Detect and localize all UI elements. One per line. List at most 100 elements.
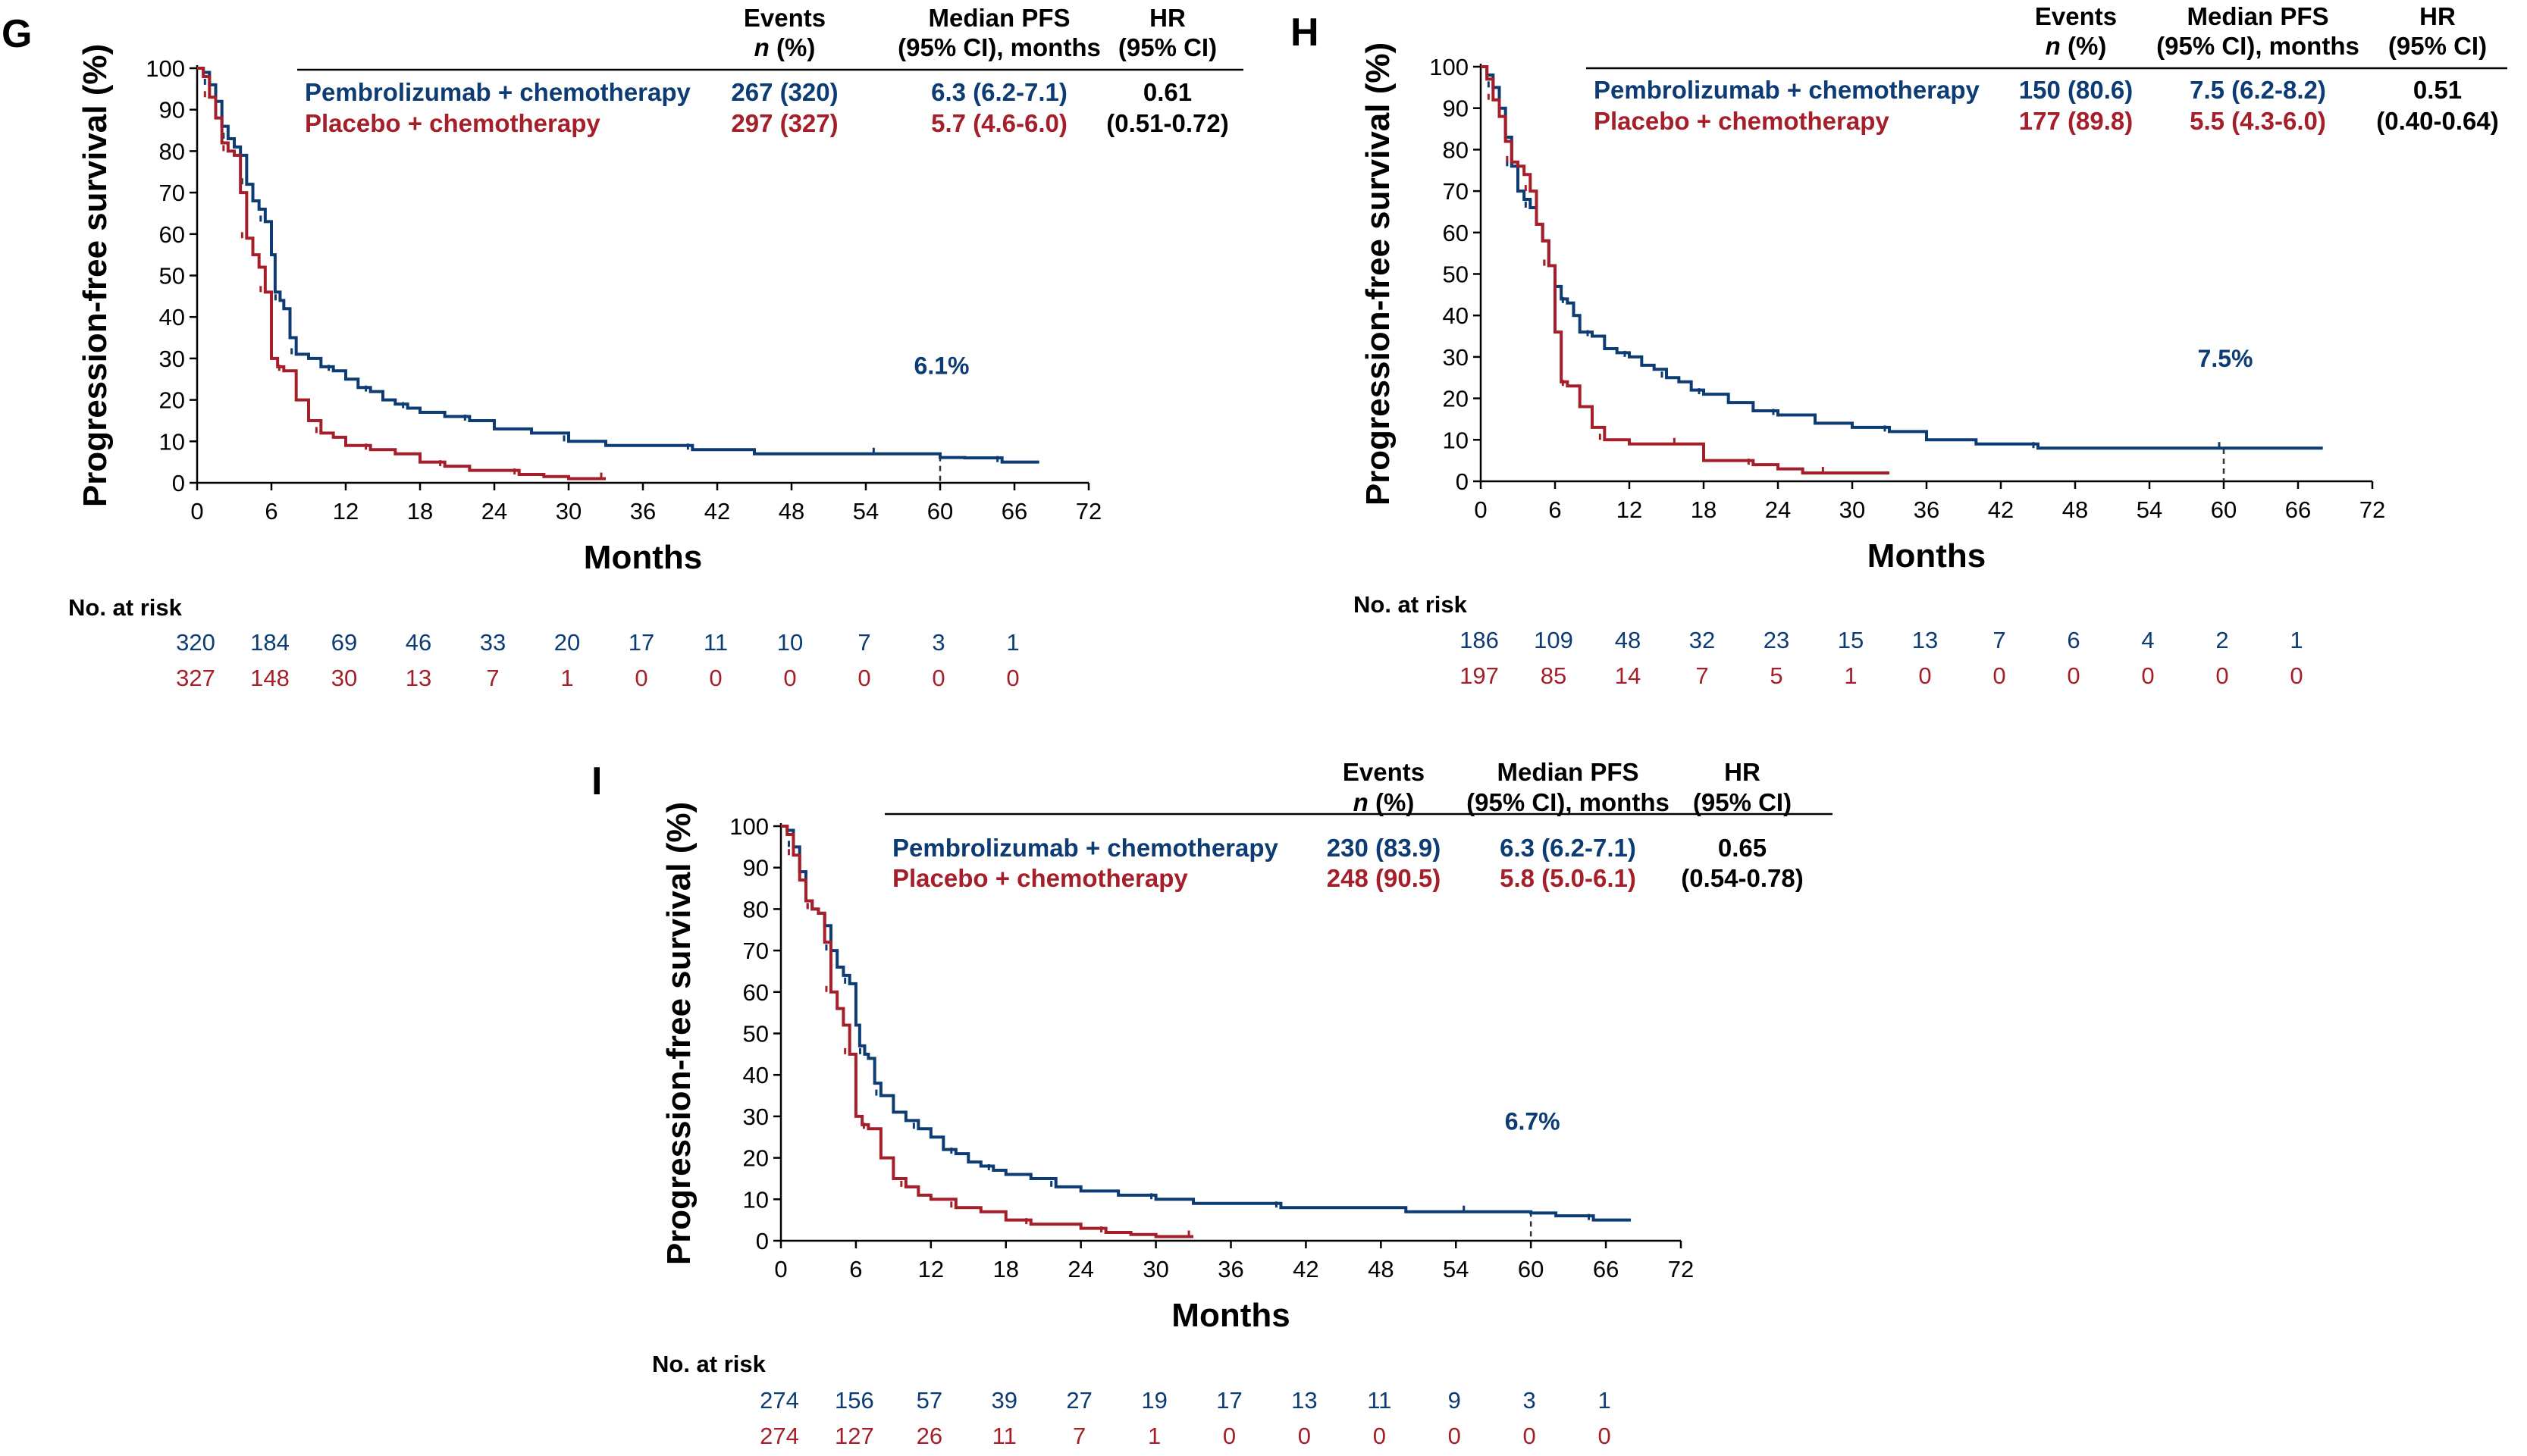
legend-entry: Placebo + chemotherapy — [892, 864, 1188, 892]
x-tick-label: 42 — [1293, 1256, 1318, 1282]
risk-table-title: No. at risk — [68, 594, 183, 621]
x-tick-label: 54 — [2137, 496, 2162, 523]
y-tick-label: 90 — [1443, 96, 1469, 122]
x-tick-label: 54 — [853, 498, 879, 524]
median-pfs-header: Median PFS — [1497, 758, 1638, 786]
x-tick-label: 60 — [2211, 496, 2237, 523]
x-tick-label: 18 — [407, 498, 433, 524]
y-tick-label: 90 — [743, 855, 769, 881]
risk-value: 48 — [1615, 627, 1641, 653]
x-tick-label: 30 — [556, 498, 582, 524]
events-n-header: n (%) — [2046, 32, 2107, 60]
y-tick-label: 30 — [1443, 344, 1469, 371]
events-value: 230 (83.9) — [1327, 834, 1441, 862]
risk-value: 320 — [176, 629, 215, 656]
risk-value: 0 — [1448, 1423, 1461, 1449]
x-tick-label: 30 — [1839, 496, 1865, 523]
risk-value: 0 — [1373, 1423, 1386, 1449]
events-value: 297 (327) — [731, 109, 838, 137]
risk-value: 11 — [1367, 1387, 1391, 1414]
risk-value: 20 — [554, 629, 580, 656]
y-tick-label: 100 — [146, 55, 185, 82]
risk-value: 1 — [1148, 1423, 1161, 1449]
x-tick-label: 66 — [1002, 498, 1027, 524]
y-tick-label: 50 — [1443, 261, 1469, 288]
hr-value: 0.61 — [1143, 78, 1192, 106]
risk-value: 1 — [1844, 662, 1857, 689]
risk-value: 0 — [1918, 662, 1931, 689]
risk-value: 14 — [1615, 662, 1641, 689]
pembro-curve — [197, 67, 1039, 464]
events-header: Events — [1343, 758, 1425, 786]
pembro-curve — [1481, 65, 2323, 450]
risk-value: 13 — [1912, 627, 1938, 653]
hr-value: 0.65 — [1718, 834, 1767, 862]
risk-value: 156 — [835, 1387, 874, 1414]
y-tick-label: 30 — [743, 1104, 769, 1130]
legend-entry: Pembrolizumab + chemotherapy — [305, 78, 691, 106]
risk-value: 1 — [1597, 1387, 1610, 1414]
risk-value: 17 — [629, 629, 654, 656]
x-tick-label: 48 — [779, 498, 804, 524]
hr-ci-value: (0.51-0.72) — [1106, 109, 1228, 137]
risk-value: 0 — [932, 665, 945, 691]
x-tick-label: 6 — [849, 1256, 862, 1282]
x-tick-label: 72 — [1076, 498, 1102, 524]
median-pfs-header: Median PFS — [928, 4, 1070, 32]
hr-ci-header: (95% CI) — [1118, 33, 1217, 61]
y-tick-label: 0 — [172, 470, 185, 496]
x-tick-label: 0 — [190, 498, 203, 524]
events-value: 177 (89.8) — [2019, 107, 2133, 135]
hr-header: HR — [2419, 2, 2456, 30]
risk-value: 327 — [176, 665, 215, 691]
risk-table-title: No. at risk — [652, 1351, 767, 1377]
risk-value: 23 — [1764, 627, 1789, 653]
panel-label: I — [591, 759, 602, 803]
legend-entry: Placebo + chemotherapy — [305, 109, 600, 137]
risk-value: 0 — [1298, 1423, 1311, 1449]
risk-value: 26 — [917, 1423, 942, 1449]
risk-value: 0 — [1006, 665, 1019, 691]
x-axis-title: Months — [1867, 537, 1986, 575]
risk-value: 17 — [1216, 1387, 1242, 1414]
risk-value: 0 — [783, 665, 796, 691]
placebo-curve — [781, 825, 1194, 1238]
risk-value: 7 — [486, 665, 499, 691]
risk-value: 0 — [1223, 1423, 1236, 1449]
x-tick-label: 36 — [1914, 496, 1939, 523]
x-tick-label: 60 — [1518, 1256, 1544, 1282]
y-tick-label: 30 — [159, 346, 185, 372]
y-tick-label: 70 — [1443, 178, 1469, 205]
risk-value: 57 — [917, 1387, 942, 1414]
y-tick-label: 50 — [159, 263, 185, 290]
y-tick-label: 0 — [1456, 468, 1469, 495]
hr-ci-header: (95% CI) — [2388, 32, 2487, 60]
median-pfs-value: 5.7 (4.6-6.0) — [931, 109, 1068, 137]
x-tick-label: 18 — [993, 1256, 1019, 1282]
risk-value: 32 — [1689, 627, 1715, 653]
risk-value: 15 — [1838, 627, 1864, 653]
risk-value: 127 — [835, 1423, 874, 1449]
events-n-header: n (%) — [1353, 788, 1415, 816]
risk-value: 69 — [331, 629, 357, 656]
risk-value: 274 — [760, 1423, 799, 1449]
risk-value: 7 — [1992, 627, 2005, 653]
y-tick-label: 40 — [159, 304, 185, 330]
annotation-label: 7.5% — [2198, 345, 2253, 372]
x-tick-label: 36 — [630, 498, 656, 524]
events-header: Events — [2035, 2, 2117, 30]
y-tick-label: 20 — [159, 387, 185, 414]
x-tick-label: 54 — [1443, 1256, 1469, 1282]
risk-value: 1 — [2290, 627, 2303, 653]
y-tick-label: 70 — [159, 180, 185, 206]
risk-value: 0 — [857, 665, 870, 691]
y-tick-label: 10 — [743, 1186, 769, 1213]
y-tick-label: 90 — [159, 97, 185, 124]
risk-value: 0 — [1523, 1423, 1536, 1449]
risk-value: 109 — [1534, 627, 1573, 653]
risk-value: 3 — [1523, 1387, 1536, 1414]
risk-value: 7 — [1695, 662, 1708, 689]
